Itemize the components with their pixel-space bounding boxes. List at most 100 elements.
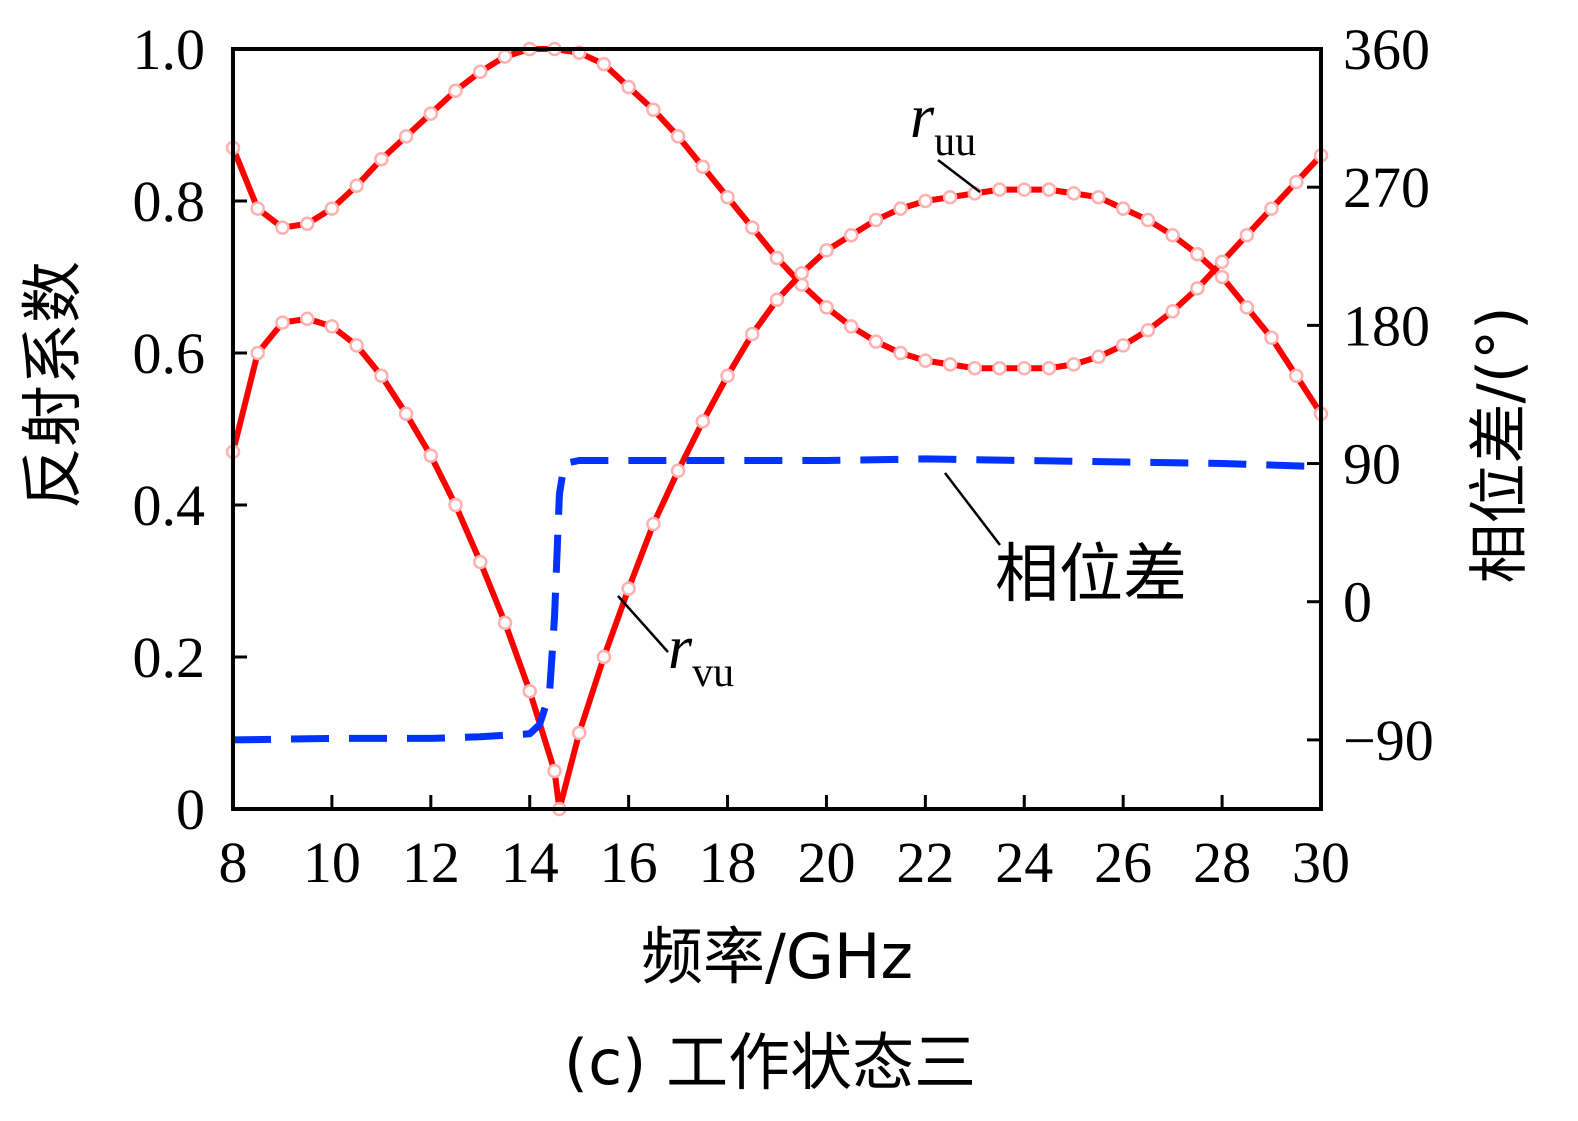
series-rvu-point: [250, 345, 265, 361]
series-rvu-point: [571, 725, 587, 741]
series-rvu-point: [745, 326, 760, 342]
ruu-label: ruu: [910, 83, 976, 165]
series-ruu-point: [1066, 357, 1081, 372]
series-ruu-point: [1214, 254, 1230, 270]
series-rvu-point: [324, 319, 340, 334]
series-rvu-point: [473, 554, 488, 570]
x-tick-label: 28: [1193, 830, 1251, 895]
y-left-tick-label: 0.2: [133, 625, 206, 690]
series-ruu-point: [868, 334, 884, 349]
series-rvu-markers: [225, 182, 1329, 817]
series-rvu-point: [720, 368, 735, 384]
series-rvu-point: [1165, 227, 1180, 243]
series-ruu-point: [1115, 338, 1131, 353]
series-ruu-point: [1239, 227, 1255, 243]
series-rvu-point: [695, 414, 711, 429]
series-rvu-point: [843, 227, 859, 243]
series-ruu-point: [621, 79, 636, 95]
x-axis-title: 频率/GHz: [641, 920, 913, 993]
series-rvu-point: [918, 193, 933, 209]
y-right-tick-label: 180: [1343, 293, 1430, 358]
x-tick-label: 18: [699, 830, 757, 895]
series-ruu-point: [992, 360, 1007, 376]
series-rvu-point: [621, 581, 636, 596]
series-ruu-point: [250, 201, 265, 216]
series-rvu-point: [1041, 182, 1057, 197]
plot-frame: [231, 47, 1323, 811]
rvu-label: rvu: [668, 614, 734, 696]
series-ruu-point: [398, 129, 414, 144]
x-tick-label: 12: [402, 830, 460, 895]
axis-ticks: [231, 47, 1323, 811]
phase-leader-line: [944, 472, 1001, 546]
series-rvu-point: [769, 292, 785, 308]
series-rvu-point: [992, 182, 1007, 197]
series-rvu-point: [893, 201, 908, 216]
series-rvu-point: [819, 243, 834, 258]
series-rvu-point: [1115, 201, 1131, 216]
y-right-tick-label: 0: [1343, 570, 1372, 635]
series-ruu-point: [473, 64, 488, 80]
series-ruu-point: [423, 106, 439, 121]
ruu-label-main: r: [910, 83, 935, 151]
series-rvu-point: [423, 448, 439, 463]
series-ruu-point: [720, 189, 735, 205]
series-ruu-point: [324, 201, 340, 216]
y-right-axis-title: 相位差/(°): [1465, 306, 1535, 583]
series-ruu-point: [819, 300, 834, 315]
series-ruu-point: [967, 360, 983, 376]
series-rvu-point: [1264, 330, 1279, 346]
series-ruu-point: [1017, 360, 1032, 376]
ruu-leader-line: [937, 159, 981, 193]
y-left-tick-label: 1.0: [133, 17, 206, 82]
x-tick-label: 26: [1094, 830, 1152, 895]
y-right-tick-label: 360: [1343, 17, 1430, 82]
series-rvu-point: [1140, 212, 1156, 228]
series-rvu-point: [398, 406, 414, 422]
series-ruu-point: [1190, 281, 1205, 296]
x-tick-label: 22: [896, 830, 954, 895]
series-ruu-point: [745, 220, 760, 235]
y-left-axis-title: 反射系数: [16, 261, 89, 509]
plot-series: [225, 41, 1329, 817]
series-rvu-point: [1214, 269, 1230, 285]
series-rvu-point: [1066, 186, 1081, 201]
series-ruu-point: [1140, 322, 1156, 338]
series-rvu-point: [596, 649, 612, 665]
series-ruu-point: [1041, 360, 1057, 376]
series-ruu-line: [230, 46, 1324, 372]
series-ruu-point: [374, 151, 389, 167]
x-tick-label: 24: [995, 830, 1053, 895]
series-rvu-point: [868, 212, 884, 228]
ruu-label-sub: uu: [934, 119, 976, 165]
figure-caption: (c) 工作状态三: [564, 1026, 976, 1099]
series-ruu-point: [942, 357, 958, 372]
series-rvu-point: [299, 311, 315, 327]
x-tick-label: 20: [797, 830, 855, 895]
series-ruu-point: [646, 102, 661, 118]
series-ruu-point: [695, 159, 711, 175]
series-rvu-point: [1239, 300, 1255, 315]
series-ruu-point: [596, 56, 612, 72]
y-right-tick-label: 90: [1343, 432, 1401, 497]
series-rvu-point: [646, 516, 661, 532]
series-ruu-markers: [225, 41, 1329, 376]
series-ruu-point: [1165, 303, 1180, 319]
x-tick-label: 14: [501, 830, 559, 895]
series-rvu-point: [1017, 182, 1032, 197]
tick-labels: 8 10 12 14 16 18 20 22 24 26 28 30 0 0.2 0.4 0.6 0.8 1.0 −…: [133, 17, 1434, 895]
series-rvu-point: [349, 338, 364, 353]
series-ruu-point: [918, 353, 933, 368]
y-right-tick-label: 270: [1343, 155, 1430, 220]
x-tick-label: 30: [1292, 830, 1350, 895]
rvu-label-main: r: [668, 614, 693, 682]
y-left-tick-label: 0: [176, 777, 205, 842]
series-rvu-point: [275, 315, 290, 330]
series-ruu-point: [1264, 201, 1279, 216]
series-ruu-point: [1289, 174, 1304, 190]
rvu-leader-line: [617, 595, 669, 653]
x-tick-label: 16: [600, 830, 658, 895]
x-tick-label: 8: [219, 830, 248, 895]
series-ruu-point: [497, 49, 513, 64]
